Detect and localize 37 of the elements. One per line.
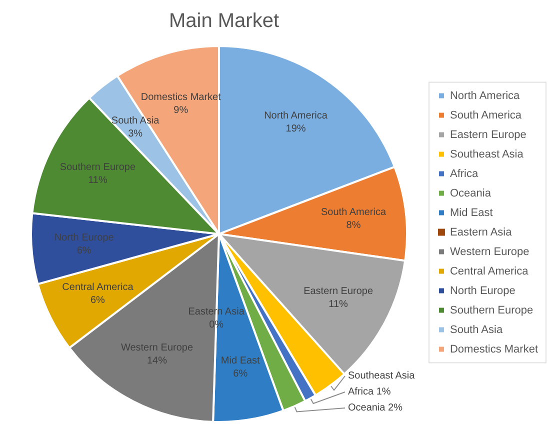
- legend-label: Eastern Europe: [450, 128, 526, 141]
- legend-label: Mid East: [450, 206, 493, 219]
- legend-label: Domestics Market: [450, 343, 538, 356]
- data-label: 9%: [174, 105, 188, 116]
- data-label: 19%: [286, 124, 306, 135]
- slice-label: Western Europe: [120, 342, 194, 354]
- category-label: Oceania 2%: [348, 402, 402, 414]
- legend-label: Africa: [450, 168, 479, 180]
- slice-label: Central America: [62, 282, 134, 294]
- legend-label: Western Europe: [450, 246, 530, 258]
- slice-label: Southern Europe: [60, 162, 136, 173]
- slice-label: South America: [321, 206, 386, 218]
- chart-title: Main Market: [168, 10, 280, 32]
- slice-label: Eastern Europe: [304, 286, 374, 297]
- data-label: 6%: [233, 368, 248, 380]
- slice-label: Mid East: [220, 356, 260, 367]
- legend-label: Southeast Asia: [450, 148, 524, 160]
- legend-label: Southern Europe: [450, 304, 534, 316]
- slice-label: North America: [264, 110, 328, 122]
- legend-label: South Asia: [450, 324, 504, 336]
- category-label: Africa 1%: [348, 386, 391, 398]
- slice-label: North Europe: [54, 232, 114, 244]
- legend-label: Eastern Asia: [450, 226, 513, 238]
- data-label: 8%: [346, 220, 361, 231]
- data-label: 6%: [76, 246, 92, 257]
- slice-label: Southeast Asia: [348, 370, 416, 382]
- legend-label: Oceania: [450, 187, 492, 200]
- data-label: 6%: [90, 295, 106, 306]
- data-label: 3%: [128, 128, 143, 140]
- data-label: 14%: [146, 355, 168, 366]
- legend-label: South America: [450, 109, 522, 122]
- data-label: 11%: [88, 174, 108, 186]
- legend-label: Central America: [450, 265, 530, 278]
- legend-label: North Europe: [450, 284, 516, 297]
- text: 0%: [209, 320, 224, 331]
- data-label: 11%: [328, 298, 348, 310]
- legend-label: North America: [450, 90, 521, 102]
